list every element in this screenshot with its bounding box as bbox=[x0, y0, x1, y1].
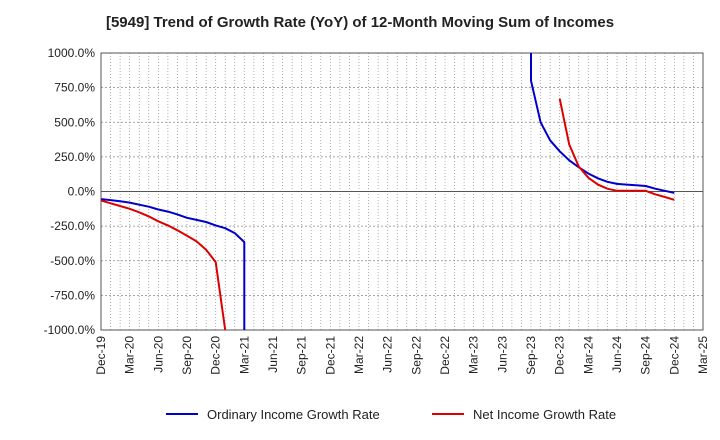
x-tick-label: Mar-24 bbox=[581, 336, 595, 374]
y-tick-label: -250.0% bbox=[50, 219, 95, 233]
y-tick-label: 0.0% bbox=[68, 185, 96, 199]
ordinary-income-line bbox=[530, 53, 675, 194]
x-tick-label: Dec-21 bbox=[323, 336, 337, 375]
x-tick-label: Sep-23 bbox=[524, 336, 538, 375]
x-tick-label: Mar-25 bbox=[696, 336, 710, 374]
y-tick-label: 1000.0% bbox=[48, 46, 96, 60]
y-tick-label: 750.0% bbox=[54, 81, 95, 95]
x-tick-label: Mar-22 bbox=[352, 336, 366, 374]
x-tick-label: Jun-21 bbox=[266, 336, 280, 373]
ordinary-income-line bbox=[101, 198, 246, 330]
chart-title: [5949] Trend of Growth Rate (YoY) of 12-… bbox=[105, 14, 615, 31]
plot-border bbox=[100, 52, 704, 331]
legend-label: Net Income Growth Rate bbox=[473, 407, 616, 422]
x-tick-label: Dec-22 bbox=[438, 336, 452, 375]
net-income-line bbox=[101, 199, 227, 330]
x-tick-label: Sep-21 bbox=[295, 336, 309, 375]
x-tick-label: Jun-22 bbox=[381, 336, 395, 373]
x-tick-label: Mar-23 bbox=[467, 336, 481, 374]
x-tick-label: Sep-22 bbox=[409, 336, 423, 375]
x-tick-label: Sep-20 bbox=[180, 336, 194, 375]
net-income-line bbox=[558, 98, 675, 201]
x-tick-label: Jun-20 bbox=[151, 336, 165, 373]
x-tick-label: Dec-19 bbox=[94, 336, 108, 375]
x-tick-label: Dec-24 bbox=[667, 336, 681, 375]
x-tick-label: Mar-20 bbox=[123, 336, 137, 374]
legend-label: Ordinary Income Growth Rate bbox=[207, 407, 380, 422]
y-tick-label: -1000.0% bbox=[44, 323, 96, 337]
y-tick-label: 500.0% bbox=[54, 115, 95, 129]
x-tick-label: Dec-23 bbox=[553, 336, 567, 375]
x-tick-label: Mar-21 bbox=[237, 336, 251, 374]
y-tick-label: -750.0% bbox=[50, 288, 95, 302]
x-tick-label: Jun-23 bbox=[495, 336, 509, 373]
x-tick-label: Dec-20 bbox=[209, 336, 223, 375]
y-tick-label: -500.0% bbox=[50, 254, 95, 268]
x-tick-label: Sep-24 bbox=[639, 336, 653, 375]
y-tick-label: 250.0% bbox=[54, 150, 95, 164]
x-tick-label: Jun-24 bbox=[610, 336, 624, 373]
